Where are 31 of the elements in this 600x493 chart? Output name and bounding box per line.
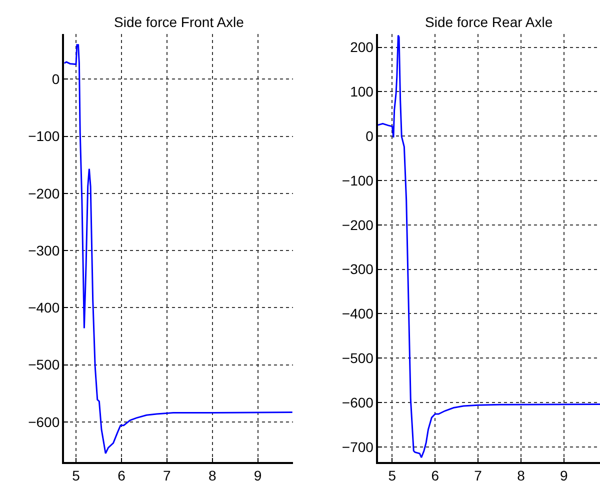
x-tick-label: 5 xyxy=(388,467,396,484)
line-series xyxy=(64,44,293,454)
y-tick-label: −100 xyxy=(342,172,374,188)
y-tick-label: −300 xyxy=(28,242,60,258)
y-tick-label: 200 xyxy=(350,39,374,56)
y-tick-label: 0 xyxy=(52,71,60,88)
y-tick-label: 0 xyxy=(366,128,374,144)
y-tick-label: −400 xyxy=(28,300,60,316)
y-tick-label: −400 xyxy=(342,306,374,322)
y-tick-label: −200 xyxy=(28,185,60,202)
chart-title: Side force Rear Axle xyxy=(425,14,553,30)
chart-title: Side force Front Axle xyxy=(114,14,244,30)
y-tick-label: −500 xyxy=(28,356,60,373)
x-tick-label: 6 xyxy=(118,467,126,484)
y-tick-label: 100 xyxy=(350,84,374,100)
x-tick-label: 8 xyxy=(208,467,216,484)
x-tick-label: 7 xyxy=(474,467,482,484)
x-tick-label: 9 xyxy=(560,467,568,484)
y-tick-label: −300 xyxy=(342,261,374,278)
y-tick-label: −500 xyxy=(342,350,374,366)
line-series xyxy=(378,34,600,458)
y-tick-label: −600 xyxy=(342,394,374,410)
y-tick-label: −100 xyxy=(28,128,60,144)
x-tick-label: 5 xyxy=(72,467,80,484)
y-tick-label: −200 xyxy=(342,216,374,233)
x-tick-label: 9 xyxy=(254,467,262,484)
x-tick-label: 7 xyxy=(163,467,172,484)
x-tick-label: 8 xyxy=(517,467,526,484)
x-tick-label: 6 xyxy=(431,467,440,484)
y-tick-label: −600 xyxy=(28,414,60,430)
y-tick-label: −700 xyxy=(342,438,374,455)
